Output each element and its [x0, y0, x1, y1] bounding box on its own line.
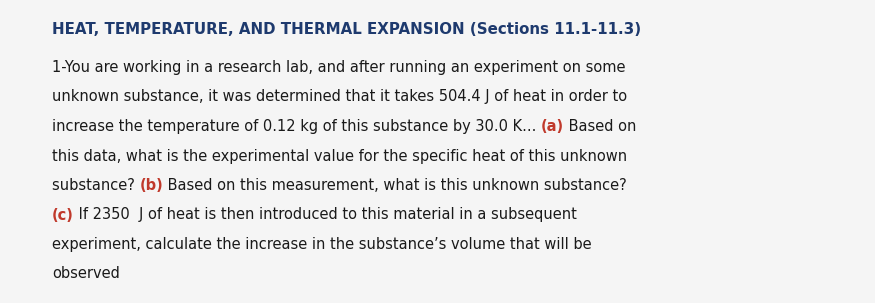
- Text: (c): (c): [52, 208, 74, 222]
- Text: increase the temperature of 0.12 kg of this substance by 30.0 K...: increase the temperature of 0.12 kg of t…: [52, 119, 541, 134]
- Text: substance?: substance?: [52, 178, 139, 193]
- Text: unknown substance, it was determined that it takes 504.4 J of heat in order to: unknown substance, it was determined tha…: [52, 89, 627, 105]
- Text: experiment, calculate the increase in the substance’s volume that will be: experiment, calculate the increase in th…: [52, 237, 592, 252]
- Text: (a): (a): [541, 119, 564, 134]
- Text: If 2350  J of heat is then introduced to this material in a subsequent: If 2350 J of heat is then introduced to …: [74, 208, 577, 222]
- Text: 1-You are working in a research lab, and after running an experiment on some: 1-You are working in a research lab, and…: [52, 60, 626, 75]
- Text: (b): (b): [139, 178, 164, 193]
- Text: observed: observed: [52, 267, 120, 281]
- Text: Based on this measurement, what is this unknown substance?: Based on this measurement, what is this …: [164, 178, 627, 193]
- Text: Based on: Based on: [564, 119, 636, 134]
- Text: HEAT, TEMPERATURE, AND THERMAL EXPANSION (Sections 11.1-11.3): HEAT, TEMPERATURE, AND THERMAL EXPANSION…: [52, 22, 641, 37]
- Text: this data, what is the experimental value for the specific heat of this unknown: this data, what is the experimental valu…: [52, 148, 627, 164]
